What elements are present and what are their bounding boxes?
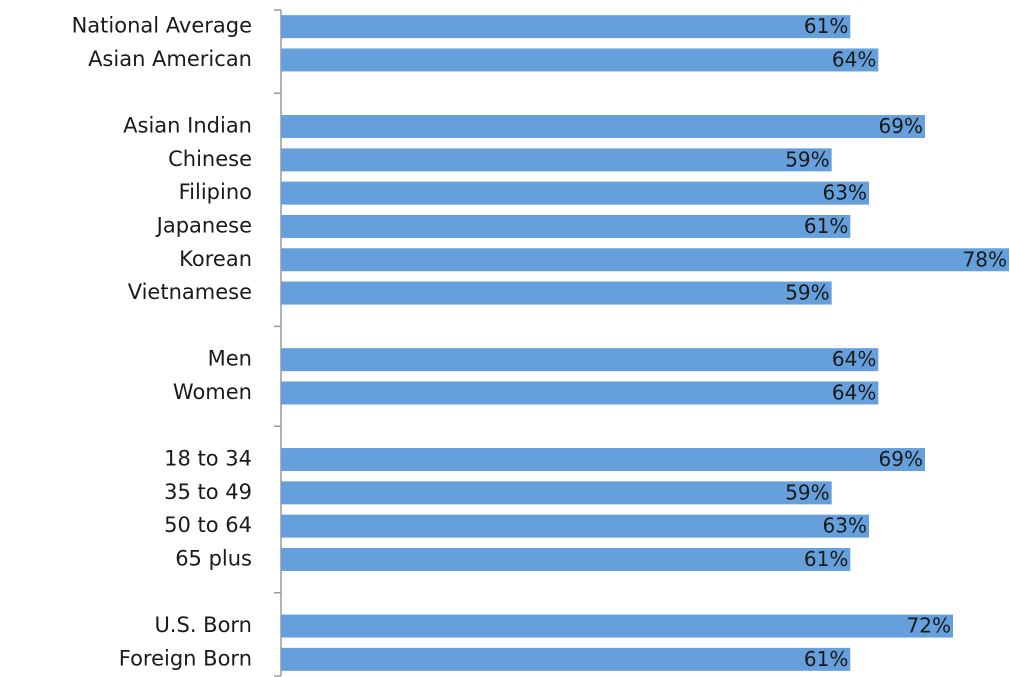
value-label: 64% (832, 47, 876, 71)
value-label: 61% (804, 647, 848, 671)
value-label: 61% (804, 214, 848, 238)
category-label: Foreign Born (119, 646, 252, 670)
bar (281, 181, 869, 205)
bar (281, 214, 851, 238)
bar (281, 348, 879, 372)
value-label: 69% (879, 114, 923, 138)
category-label: U.S. Born (154, 613, 252, 637)
bar (281, 15, 851, 39)
value-label: 63% (823, 181, 867, 205)
bar (281, 614, 953, 638)
value-label: 78% (963, 247, 1007, 271)
value-label: 63% (823, 514, 867, 538)
category-label: 65 plus (175, 546, 252, 570)
value-label: 61% (804, 547, 848, 571)
bar (281, 448, 925, 472)
bar (281, 381, 879, 405)
category-label: Asian American (88, 47, 252, 71)
value-label: 59% (785, 281, 829, 305)
bar (281, 148, 832, 172)
category-label: Filipino (179, 180, 252, 204)
bar (281, 48, 879, 72)
category-label: 50 to 64 (164, 513, 252, 537)
category-label: Korean (179, 247, 252, 271)
category-label: Women (173, 380, 252, 404)
bar (281, 481, 832, 505)
category-label: 35 to 49 (164, 480, 252, 504)
category-label: Men (208, 347, 252, 371)
category-label: 18 to 34 (164, 447, 252, 471)
bar (281, 115, 925, 139)
bar (281, 547, 851, 571)
bar (281, 248, 1009, 272)
bar (281, 514, 869, 538)
value-label: 72% (907, 614, 951, 638)
category-label: National Average (72, 14, 252, 38)
category-label: Asian Indian (123, 114, 252, 138)
value-label: 64% (832, 380, 876, 404)
value-label: 69% (879, 447, 923, 471)
value-label: 64% (832, 347, 876, 371)
value-label: 61% (804, 14, 848, 38)
category-label: Chinese (168, 147, 252, 171)
value-label: 59% (785, 147, 829, 171)
value-label: 59% (785, 480, 829, 504)
bar (281, 281, 832, 305)
bar (281, 647, 851, 671)
category-label: Japanese (155, 213, 252, 237)
category-label: Vietnamese (128, 280, 252, 304)
